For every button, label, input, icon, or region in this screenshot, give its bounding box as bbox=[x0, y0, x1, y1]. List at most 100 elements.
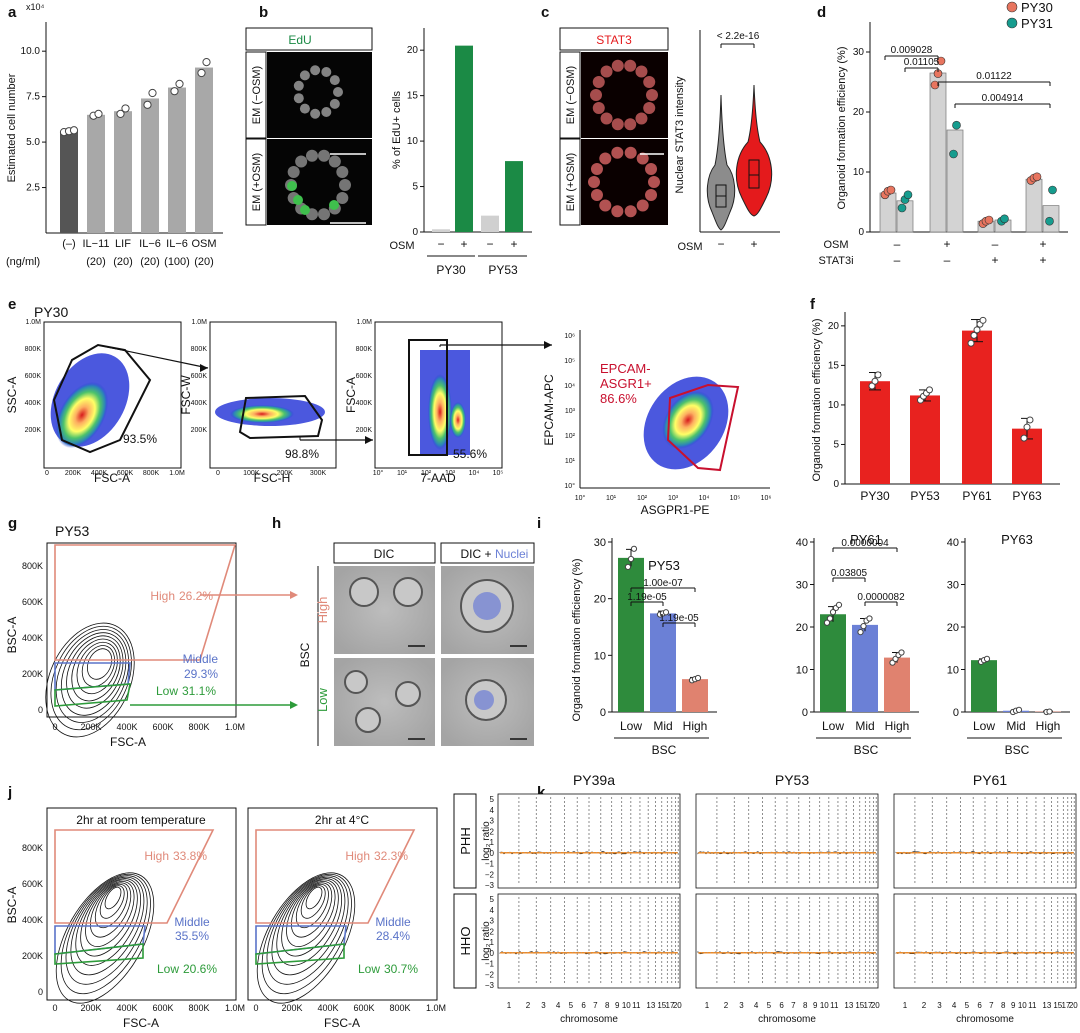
cell-b-top-3 bbox=[310, 108, 321, 119]
tick-label-k-1-y: 4 bbox=[490, 906, 495, 915]
tick-label-j-1-x: 0 bbox=[253, 1003, 258, 1013]
cell-c-bot-10 bbox=[611, 146, 624, 159]
y-axis-label-b: % of EdU+ cells bbox=[391, 91, 403, 169]
comparison-pvalue-i-1-1: 0.03805 bbox=[831, 568, 868, 579]
flow-density-e-0 bbox=[55, 381, 109, 449]
tick-label-k-0-y: 1 bbox=[490, 838, 495, 847]
comparison-pvalue-d-2: 0.01122 bbox=[976, 71, 1012, 82]
flow-density-e-3 bbox=[662, 390, 714, 450]
point-i-0-0-1 bbox=[627, 555, 635, 563]
tick-label-j-1-x: 600K bbox=[353, 1003, 374, 1013]
tick-label-k-1-y: −2 bbox=[485, 970, 495, 979]
gate-high-j-1 bbox=[255, 829, 416, 924]
cell-b-bot-9 bbox=[295, 155, 308, 168]
gate-percent-g-1: 29.3% bbox=[184, 667, 218, 681]
point-a-5-1 bbox=[202, 57, 211, 67]
gate-arrow-g-high-head bbox=[290, 591, 298, 599]
tick-label-e-1-x: 300K bbox=[310, 470, 327, 477]
tick-label-e-2-y: 1.0M bbox=[356, 319, 372, 326]
panel-letter-f: f bbox=[810, 296, 816, 313]
tick-label-j-y: 200K bbox=[22, 951, 43, 961]
tick-label-i-2-y: 30 bbox=[947, 580, 959, 592]
contour-g-4 bbox=[66, 635, 124, 709]
tick-label-e-3-x: 10⁴ bbox=[699, 495, 710, 502]
cell-b-top-10 bbox=[329, 75, 340, 86]
chromosome-label-k-2-13: 17 bbox=[1062, 1001, 1071, 1010]
tick-label-e-3-y: 10° bbox=[564, 482, 575, 490]
nuclei-h-low bbox=[474, 690, 494, 710]
gate-percent-j-0-2: 20.6% bbox=[183, 962, 217, 976]
condition-sign-d-0-3: + bbox=[1039, 237, 1046, 251]
image-header-box-b bbox=[245, 27, 373, 51]
y-axis-label-e-0: SSC-A bbox=[5, 377, 19, 414]
y-axis-label-f: Organoid formation efficiency (%) bbox=[811, 318, 823, 481]
tick-label-e-3-y: 10⁶ bbox=[564, 333, 575, 340]
contour-g-3 bbox=[60, 632, 127, 716]
tick-label-b-y: 10 bbox=[407, 136, 419, 147]
tick-label-e-2-y: 600K bbox=[356, 373, 373, 380]
gate-low-j-0 bbox=[54, 943, 144, 965]
x-axis-label-i-0: BSC bbox=[652, 743, 677, 757]
category-label-a-0: (–) bbox=[62, 238, 75, 250]
osm-sign-b-2: − bbox=[486, 237, 493, 251]
tick-label-g-y: 800K bbox=[22, 561, 43, 571]
cell-b-bot-0 bbox=[339, 179, 351, 191]
point-i-0-1-2 bbox=[662, 609, 670, 616]
bar-a-1 bbox=[87, 114, 105, 233]
chromosome-label-k-0-1: 2 bbox=[526, 1001, 531, 1010]
image-header-c: STAT3 bbox=[596, 33, 632, 47]
bar-i-0-1 bbox=[650, 613, 676, 712]
tick-label-k-1-y: 0 bbox=[490, 949, 495, 958]
comparison-pvalue-d-3: 0.004914 bbox=[982, 93, 1024, 104]
col-header-h-1: DIC + bbox=[460, 547, 491, 561]
gate-high-g bbox=[54, 544, 237, 661]
cell-b-top-0 bbox=[333, 87, 343, 97]
tick-label-a-y: 7.5 bbox=[26, 92, 40, 103]
cell-c-bot-8 bbox=[590, 162, 603, 175]
chromosome-label-k-1-6: 7 bbox=[791, 1001, 796, 1010]
flow-density-e-2b bbox=[450, 402, 466, 438]
chromosome-label-k-1-12: 15 bbox=[855, 1001, 864, 1010]
chromosome-label-k-1-3: 4 bbox=[754, 1001, 759, 1010]
chromosome-label-k-1-2: 3 bbox=[739, 1001, 744, 1010]
chromosome-label-k-1-13: 17 bbox=[864, 1001, 873, 1010]
panel-letter-k: k bbox=[537, 784, 546, 801]
comparison-pvalue-i-1-0: 0.0000004 bbox=[841, 538, 889, 549]
chromosome-label-k-1-0: 1 bbox=[705, 1001, 710, 1010]
bar-f-1 bbox=[910, 395, 940, 484]
y-axis-label-g: BSC-A bbox=[5, 617, 19, 654]
gate-name-g-1: Middle bbox=[183, 652, 219, 666]
tick-label-k-0-y: 4 bbox=[490, 806, 495, 815]
chromosome-label-k-1-4: 5 bbox=[767, 1001, 772, 1010]
y-axis-label-d: Organoid formation efficiency (%) bbox=[836, 46, 848, 209]
point-a-4-0 bbox=[170, 87, 179, 96]
cell-b-top-9 bbox=[321, 66, 332, 77]
gate-label-e-3-0: EPCAM- bbox=[600, 361, 651, 376]
category-label-i-0-0: Low bbox=[620, 719, 642, 733]
contour-g-2 bbox=[55, 629, 130, 723]
tick-label-e-3-x: 10¹ bbox=[606, 495, 617, 502]
image-header-b: EdU bbox=[288, 33, 311, 47]
point-d-PY31-3-1 bbox=[1048, 185, 1057, 195]
point-i-2-0-2 bbox=[983, 655, 991, 662]
condition-label-d-0: OSM bbox=[823, 239, 848, 251]
category-label-a-3: IL−6 bbox=[139, 238, 161, 250]
category-label-i-2-1: Mid bbox=[1006, 719, 1025, 733]
chromosome-label-k-0-4: 5 bbox=[569, 1001, 574, 1010]
chromosome-label-k-2-6: 7 bbox=[989, 1001, 994, 1010]
chromosome-label-k-2-8: 9 bbox=[1011, 1001, 1016, 1010]
cell-c-bot-6 bbox=[590, 189, 603, 202]
osm-sign-b-1: + bbox=[460, 237, 467, 251]
gate-name-g-2: Low bbox=[156, 684, 178, 698]
osm-sign-c-1: + bbox=[750, 237, 757, 251]
point-i-1-0-0 bbox=[823, 619, 831, 626]
cell-b-bot-11 bbox=[318, 149, 331, 162]
cell-c-bot-11 bbox=[624, 146, 637, 159]
tick-label-i-2-y: 20 bbox=[947, 622, 959, 634]
point-i-0-2-2 bbox=[694, 674, 702, 682]
cell-c-top-0 bbox=[646, 89, 658, 101]
gate-name-g-0: High bbox=[150, 589, 175, 603]
tick-label-e-3-y: 10⁴ bbox=[564, 383, 575, 390]
tick-label-i-2-y: 0 bbox=[953, 707, 959, 719]
gate-percent-e-1: 98.8% bbox=[285, 447, 319, 461]
